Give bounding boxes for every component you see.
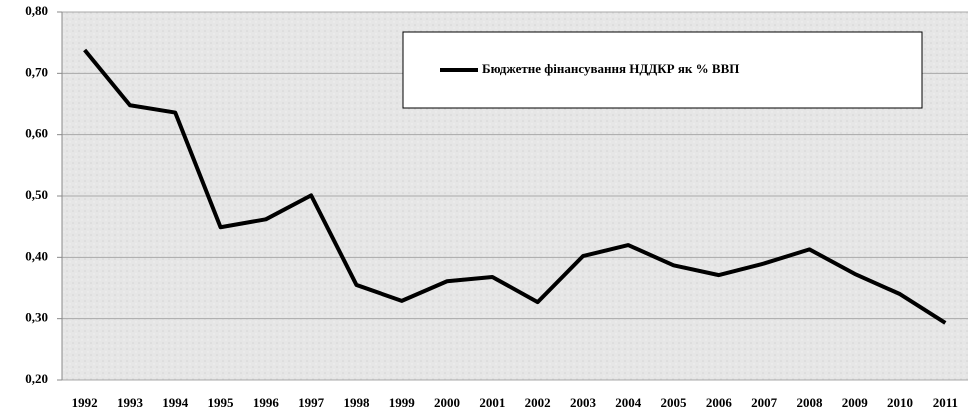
x-tick-label: 2005 (661, 395, 688, 410)
x-tick-label: 2000 (434, 395, 460, 410)
x-tick-label: 2011 (933, 395, 958, 410)
x-tick-label: 1997 (298, 395, 325, 410)
y-tick-label: 0,60 (25, 126, 48, 141)
x-tick-label: 2003 (570, 395, 597, 410)
legend-label: Бюджетне фінансування НДДКР як % ВВП (482, 61, 739, 76)
x-tick-label: 1992 (72, 395, 98, 410)
x-tick-label: 2002 (525, 395, 551, 410)
x-tick-label: 1998 (343, 395, 370, 410)
y-tick-label: 0,40 (25, 248, 48, 263)
x-tick-label: 2007 (751, 395, 778, 410)
x-tick-label: 2006 (706, 395, 733, 410)
legend-box (402, 31, 923, 109)
y-tick-label: 0,50 (25, 187, 48, 202)
y-tick-label: 0,30 (25, 310, 48, 325)
x-tick-label: 2001 (479, 395, 505, 410)
x-tick-label: 2009 (842, 395, 869, 410)
x-tick-label: 2010 (887, 395, 913, 410)
x-tick-label: 1993 (117, 395, 144, 410)
y-tick-label: 0,70 (25, 64, 48, 79)
x-tick-label: 1994 (162, 395, 189, 410)
x-tick-label: 1999 (389, 395, 416, 410)
y-tick-label: 0,80 (25, 3, 48, 18)
y-tick-label: 0,20 (25, 371, 48, 386)
x-tick-label: 1995 (208, 395, 235, 410)
x-tick-label: 2008 (796, 395, 823, 410)
x-tick-label: 2004 (615, 395, 642, 410)
x-tick-label: 1996 (253, 395, 280, 410)
data-line (83, 48, 947, 325)
